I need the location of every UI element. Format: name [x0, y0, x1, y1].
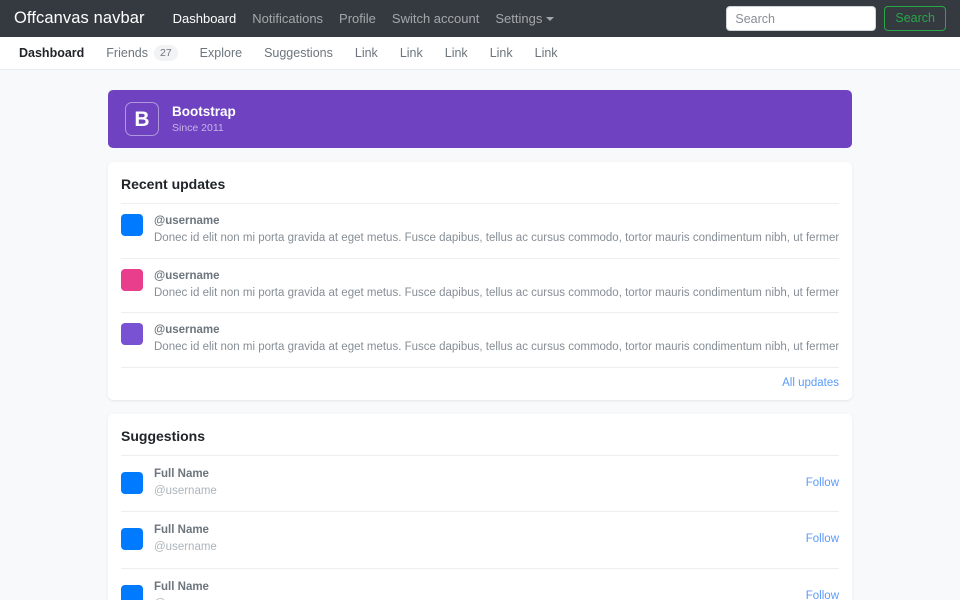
chevron-down-icon	[546, 17, 555, 21]
recent-updates-footer: All updates	[121, 366, 839, 400]
update-text: Donec id elit non mi porta gravida at eg…	[154, 341, 839, 354]
search-input[interactable]	[726, 6, 877, 31]
suggestion-row-body: Full Name @username	[154, 466, 795, 501]
hero-text: Bootstrap Since 2011	[172, 103, 236, 135]
subnav-item-link-4[interactable]: Link	[479, 46, 524, 60]
suggestion-username: @username	[154, 484, 217, 497]
suggestion-row: Full Name @username Follow	[121, 454, 839, 512]
nav-link-dashboard[interactable]: Dashboard	[172, 11, 237, 26]
hero-banner: B Bootstrap Since 2011	[108, 90, 852, 148]
avatar	[121, 214, 143, 236]
update-username: @username	[154, 269, 220, 282]
follow-button[interactable]: Follow	[805, 476, 839, 489]
page-content: B Bootstrap Since 2011 Recent updates @u…	[0, 70, 960, 600]
suggestion-name: Full Name	[154, 467, 209, 480]
subnav-item-label: Link	[399, 46, 423, 60]
avatar	[121, 268, 143, 291]
update-username: @username	[154, 324, 220, 336]
friends-badge: 27	[153, 44, 178, 62]
hero-title: Bootstrap	[172, 103, 236, 119]
bootstrap-logo-icon: B	[125, 102, 159, 136]
suggestion-row-body: Full Name @username	[154, 522, 795, 557]
navbar-brand[interactable]: Offcanvas navbar	[14, 9, 145, 27]
update-row: @username Donec id elit non mi porta gra…	[121, 203, 839, 258]
nav-link-settings[interactable]: Settings	[487, 0, 562, 37]
follow-button[interactable]: Follow	[805, 589, 839, 600]
subnav-item-label: Explore	[199, 46, 243, 60]
update-row: @username Donec id elit non mi porta gra…	[121, 257, 839, 313]
search-button[interactable]: Search	[884, 6, 946, 31]
subnav-item-label: Dashboard	[19, 46, 85, 60]
suggestion-row: Full Name @username Follow	[121, 567, 839, 600]
subnav-item-dashboard[interactable]: Dashboard	[8, 46, 95, 60]
avatar	[121, 528, 143, 551]
avatar	[121, 471, 143, 494]
update-text: Donec id elit non mi porta gravida at eg…	[154, 232, 839, 245]
nav-link-switch-account[interactable]: Switch account	[391, 11, 480, 26]
suggestion-name: Full Name	[154, 580, 209, 593]
update-text: Donec id elit non mi porta gravida at eg…	[154, 286, 839, 299]
suggestion-row-body: Full Name @username	[154, 579, 795, 600]
nav-link-settings-label: Settings	[495, 11, 543, 26]
subnav-item-friends[interactable]: Friends 27	[95, 44, 188, 62]
subnav-item-label: Link	[354, 46, 378, 60]
subnav-item-link-3[interactable]: Link	[434, 46, 479, 60]
suggestion-name: Full Name	[154, 524, 209, 536]
navbar-links: Dashboard Notifications Profile Switch a…	[165, 0, 563, 37]
update-row-body: @username Donec id elit non mi porta gra…	[154, 268, 839, 303]
recent-updates-card: Recent updates @username Donec id elit n…	[108, 162, 852, 400]
subnav-item-label: Suggestions	[264, 46, 333, 60]
content-container: B Bootstrap Since 2011 Recent updates @u…	[108, 90, 852, 600]
subnav-item-link-2[interactable]: Link	[389, 46, 434, 60]
subnav-item-label: Friends	[106, 46, 148, 60]
top-navbar: Offcanvas navbar Dashboard Notifications…	[0, 0, 960, 37]
avatar	[121, 323, 143, 345]
suggestion-username: @username	[154, 541, 217, 554]
subnav-item-label: Link	[489, 46, 513, 60]
suggestion-row: Full Name @username Follow	[121, 511, 839, 568]
subnav-item-suggestions[interactable]: Suggestions	[253, 46, 344, 60]
subnav-item-label: Link	[444, 46, 468, 60]
subnav-item-label: Link	[534, 46, 558, 60]
subnav-item-explore[interactable]: Explore	[189, 46, 253, 60]
avatar	[121, 584, 143, 600]
all-updates-link[interactable]: All updates	[782, 376, 839, 389]
navbar-search-form: Search	[726, 0, 946, 37]
recent-updates-title: Recent updates	[121, 176, 226, 192]
nav-link-profile[interactable]: Profile	[339, 11, 376, 26]
suggestion-username: @username	[154, 596, 795, 600]
subnav-item-link-1[interactable]: Link	[344, 46, 389, 60]
subnav-item-link-5[interactable]: Link	[524, 46, 569, 60]
update-row-body: @username Donec id elit non mi porta gra…	[154, 213, 839, 248]
secondary-navbar: Dashboard Friends 27 Explore Suggestions…	[0, 37, 960, 70]
follow-button[interactable]: Follow	[805, 533, 839, 546]
update-row-body: @username Donec id elit non mi porta gra…	[154, 322, 839, 357]
update-row: @username Donec id elit non mi porta gra…	[121, 312, 839, 367]
suggestions-card: Suggestions Full Name @username Follow F…	[108, 413, 852, 600]
update-username: @username	[154, 215, 220, 227]
nav-link-notifications[interactable]: Notifications	[252, 11, 324, 26]
hero-subtitle: Since 2011	[172, 122, 224, 135]
suggestions-title: Suggestions	[121, 427, 206, 444]
